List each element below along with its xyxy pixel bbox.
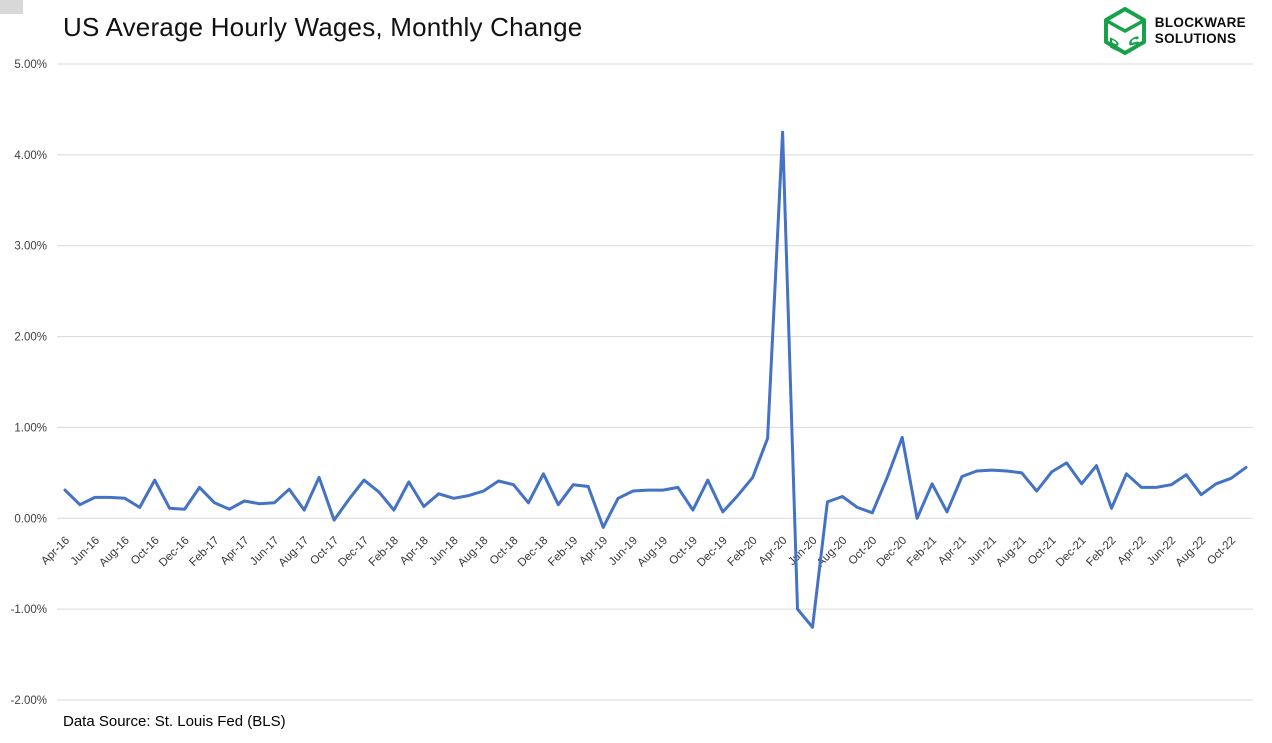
logo-line2: SOLUTIONS [1154, 31, 1237, 46]
chart-title: US Average Hourly Wages, Monthly Change [63, 12, 583, 42]
x-axis-tick-label: Jun-21 [966, 535, 999, 568]
x-axis-tick-label: Apr-21 [936, 535, 969, 568]
x-axis-tick-label: Oct-19 [667, 535, 700, 568]
y-axis-tick-label: 4.00% [14, 150, 47, 162]
y-axis-tick-label: 3.00% [14, 241, 47, 253]
x-axis-tick-label: Oct-21 [1026, 535, 1059, 568]
x-axis-tick-label: Dec-19 [695, 535, 730, 570]
x-axis-tick-label: Oct-18 [488, 535, 521, 568]
x-axis-tick-label: Apr-16 [39, 535, 72, 568]
logo-line1: BLOCKWARE [1154, 15, 1246, 31]
x-axis-tick-label: Jun-17 [248, 535, 281, 568]
x-axis-tick-label: Feb-22 [1084, 535, 1118, 569]
x-axis-tick-label: Oct-16 [129, 535, 162, 568]
x-axis-tick-label: Aug-21 [994, 535, 1029, 570]
corner-artifact [0, 0, 23, 14]
x-axis-tick-label: Aug-18 [456, 535, 491, 570]
x-axis-tick-label: Apr-18 [398, 535, 431, 568]
y-axis-tick-label: -2.00% [11, 695, 47, 707]
y-axis-tick-label: 1.00% [14, 422, 47, 434]
x-axis-tick-label: Feb-19 [546, 535, 580, 569]
x-axis-tick-label: Apr-20 [757, 535, 790, 568]
y-axis-tick-label: 0.00% [14, 513, 47, 525]
x-axis-tick-label: Dec-16 [157, 535, 192, 570]
logo-letter-s: S [1128, 32, 1140, 55]
x-axis-tick-label: Oct-17 [308, 535, 341, 568]
x-axis-tick-label: Feb-20 [726, 535, 760, 569]
x-axis-tick-label: Dec-21 [1054, 535, 1089, 570]
x-axis-tick-label: Feb-17 [187, 535, 221, 569]
x-axis-tick-label: Aug-16 [97, 535, 132, 570]
x-axis-tick-label: Jun-16 [69, 535, 102, 568]
x-axis-tick-label: Jun-20 [786, 535, 819, 568]
data-source-note: Data Source: St. Louis Fed (BLS) [63, 713, 286, 730]
y-axis-tick-label: -1.00% [11, 604, 47, 616]
x-axis-tick-label: Oct-20 [846, 535, 879, 568]
x-axis-tick-label: Oct-22 [1205, 535, 1238, 568]
y-axis-tick-label: 2.00% [14, 332, 47, 344]
x-axis-tick-label: Aug-17 [277, 535, 312, 570]
cube-top-edges [1105, 19, 1144, 34]
x-axis-tick-label: Apr-19 [577, 535, 610, 568]
blockware-logo-text: BLOCKWARE SOLUTIONS [1155, 15, 1246, 47]
x-axis-tick-label: Dec-17 [336, 535, 371, 570]
x-axis-tick-label: Jun-22 [1145, 535, 1178, 568]
x-axis-tick-label: Dec-18 [516, 535, 551, 570]
wage-data-line [63, 130, 1248, 629]
x-axis-tick-label: Aug-22 [1174, 535, 1209, 570]
x-axis-tick-label: Feb-21 [905, 535, 939, 569]
x-axis-tick-label: Dec-20 [875, 535, 910, 570]
y-axis-tick-label: 5.00% [14, 59, 47, 71]
x-axis-tick-label: Apr-22 [1116, 535, 1149, 568]
x-axis-tick-label: Aug-19 [635, 535, 670, 570]
logo-letter-b: B [1109, 35, 1120, 55]
x-axis-tick-label: Jun-18 [427, 535, 460, 568]
x-axis-tick-label: Apr-17 [219, 535, 252, 568]
x-axis-tick-label: Feb-18 [367, 535, 401, 569]
x-axis-tick-label: Jun-19 [607, 535, 640, 568]
